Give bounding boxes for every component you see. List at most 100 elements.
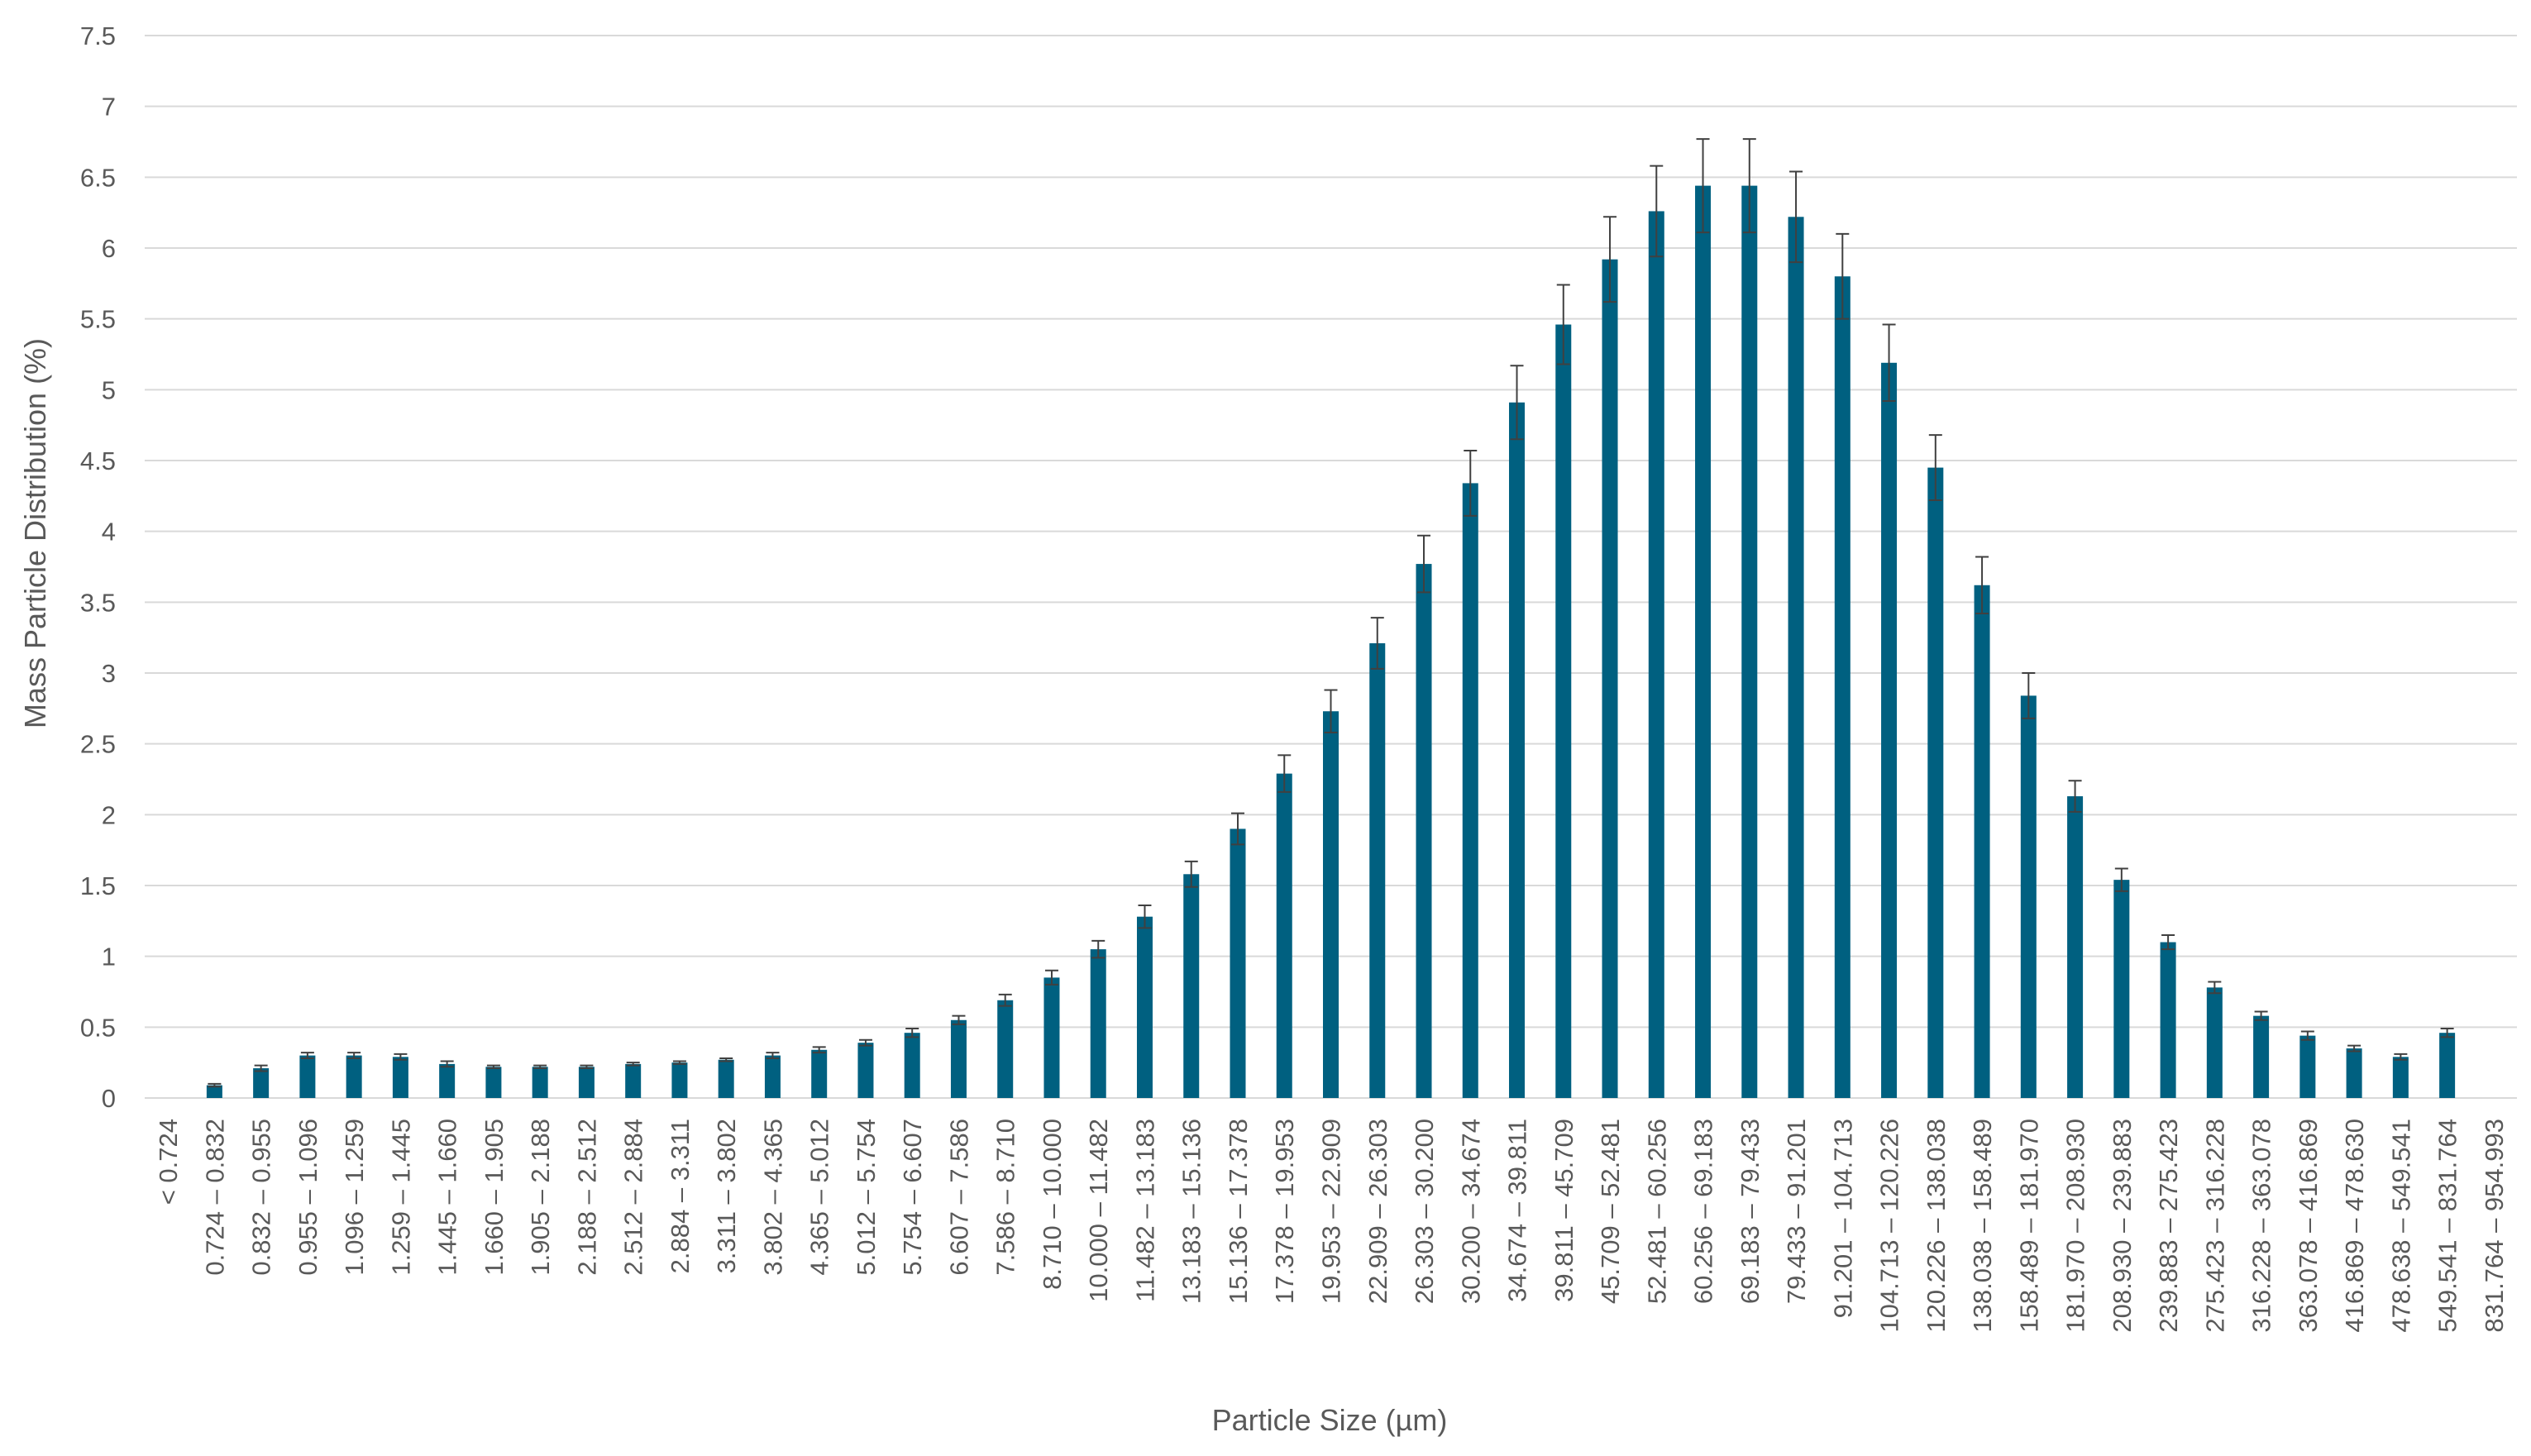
error-bar (1603, 216, 1617, 303)
x-tick-label: 1.259 – 1.445 (386, 1119, 415, 1276)
x-tick-label: 1.445 – 1.660 (433, 1119, 462, 1276)
x-tick-label: 60.256 – 69.183 (1689, 1119, 1718, 1304)
y-tick-label: 7.5 (80, 21, 116, 50)
error-bar (2440, 1028, 2454, 1038)
y-axis-title: Mass Particle Distribution (%) (18, 338, 52, 728)
x-tick-label: 275.423 – 316.228 (2200, 1119, 2229, 1333)
bars (206, 185, 2456, 1099)
x-tick-label: 10.000 – 11.482 (1084, 1119, 1113, 1302)
x-tick-label: 831.764 – 954.993 (2480, 1119, 2509, 1333)
bar (1695, 185, 1712, 1099)
error-bar (1696, 138, 1710, 234)
x-tick-label: 69.183 – 79.433 (1736, 1119, 1765, 1304)
x-tick-label: 11.482 – 13.183 (1130, 1119, 1159, 1302)
error-bar (1230, 812, 1244, 846)
bar (1602, 259, 1618, 1098)
error-bar (1928, 434, 1942, 501)
error-bar (952, 1014, 966, 1025)
bar (671, 1062, 688, 1098)
bar (1276, 773, 1292, 1098)
bar (1788, 217, 1804, 1099)
bar (299, 1055, 316, 1098)
error-bar (1044, 969, 1058, 986)
bar (2206, 987, 2223, 1098)
bar (1323, 711, 1339, 1098)
x-tick-label: 6.607 – 7.586 (944, 1119, 973, 1276)
x-tick-label: 91.201 – 104.713 (1828, 1119, 1857, 1318)
y-tick-label: 6 (102, 234, 116, 263)
x-tick-label: 2.884 – 3.311 (666, 1119, 695, 1273)
x-tick-label: 158.489 – 181.970 (2014, 1119, 2043, 1333)
bar (625, 1063, 642, 1098)
error-bar (2300, 1030, 2314, 1041)
y-tick-label: 2.5 (80, 730, 116, 759)
y-tick-label: 3 (102, 659, 116, 688)
y-tick-label: 7 (102, 93, 116, 122)
error-bar (1510, 365, 1524, 441)
bar (997, 1000, 1014, 1098)
x-tick-label: 13.183 – 15.136 (1177, 1119, 1206, 1304)
error-bars (208, 138, 2454, 1088)
error-bar (1650, 165, 1664, 258)
error-bar (208, 1082, 222, 1088)
x-tick-label: 208.930 – 239.883 (2108, 1119, 2137, 1333)
error-bar (1138, 904, 1152, 929)
error-bar (1789, 170, 1803, 264)
bar (1974, 585, 1990, 1098)
bar (904, 1033, 920, 1098)
error-bar (766, 1052, 780, 1060)
y-tick-label: 1.5 (80, 871, 116, 900)
error-bar (858, 1038, 872, 1047)
error-bar (1742, 138, 1756, 234)
bar (485, 1067, 502, 1098)
x-tick-label: 3.802 – 4.365 (758, 1119, 787, 1276)
y-tick-label: 0 (102, 1084, 116, 1113)
error-bar (2114, 867, 2128, 892)
error-bar (2022, 672, 2036, 719)
x-tick-label: 549.541 – 831.764 (2433, 1119, 2462, 1333)
error-bar (440, 1060, 454, 1068)
x-tick-label: 416.869 – 478.630 (2340, 1119, 2369, 1333)
error-bar (626, 1062, 640, 1067)
error-bar (1975, 556, 1989, 615)
bar (1462, 483, 1478, 1098)
error-bar (533, 1064, 547, 1070)
error-bar (254, 1064, 268, 1072)
error-bar (2347, 1044, 2361, 1053)
y-tick-label: 0.5 (80, 1013, 116, 1042)
y-tick-label: 5 (102, 375, 116, 404)
x-tick-label: 34.674 – 39.811 (1503, 1119, 1532, 1302)
error-bar (1464, 450, 1478, 517)
bar (2392, 1057, 2409, 1098)
x-tick-label: 0.724 – 0.832 (200, 1119, 229, 1276)
bar (1183, 874, 1200, 1098)
bar (2067, 796, 2084, 1098)
x-tick-label: 79.433 – 91.201 (1782, 1119, 1811, 1304)
error-bar (580, 1064, 594, 1070)
bar (1230, 828, 1246, 1098)
x-axis-title: Particle Size (µm) (1212, 1403, 1448, 1437)
x-axis-ticks: < 0.724 0.724 – 0.832 0.832 – 0.955 0.955 –… (154, 1119, 2509, 1333)
x-tick-label: 22.909 – 26.303 (1363, 1119, 1392, 1304)
error-bar (2394, 1053, 2408, 1061)
bar (950, 1019, 967, 1098)
bar (2439, 1033, 2456, 1098)
y-tick-label: 3.5 (80, 588, 116, 617)
x-tick-label: 0.955 – 1.096 (294, 1119, 322, 1276)
x-tick-label: 120.226 – 138.038 (1922, 1119, 1951, 1333)
bar (2160, 942, 2176, 1098)
bar (1043, 977, 1060, 1098)
bar (764, 1055, 781, 1098)
x-tick-label: 1.096 – 1.259 (340, 1119, 369, 1276)
bar (1881, 362, 1898, 1098)
error-bar (719, 1057, 733, 1062)
bar (1369, 643, 1386, 1098)
y-tick-label: 1 (102, 943, 116, 971)
x-tick-label: 26.303 – 30.200 (1410, 1119, 1439, 1304)
x-tick-label: 8.710 – 10.000 (1038, 1119, 1067, 1290)
error-bar (2208, 981, 2222, 995)
x-tick-label: 0.832 – 0.955 (247, 1119, 276, 1276)
bar (346, 1055, 362, 1098)
error-bar (672, 1060, 686, 1065)
bar (392, 1057, 408, 1098)
